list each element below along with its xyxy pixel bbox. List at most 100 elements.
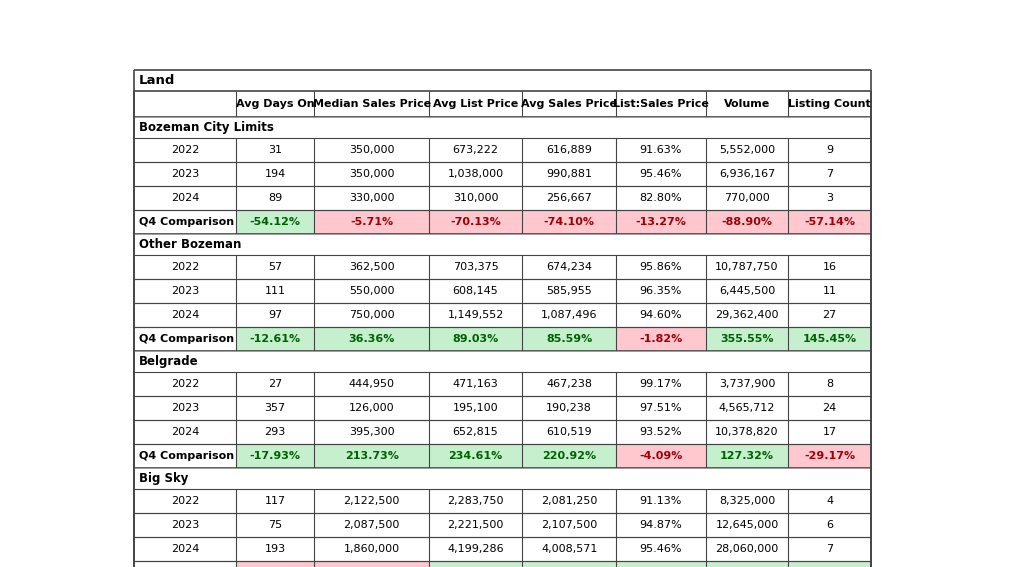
Bar <box>616 561 706 567</box>
Bar <box>236 210 314 234</box>
Bar <box>616 210 706 234</box>
Text: Listing Count: Listing Count <box>788 99 871 109</box>
Text: 145.45%: 145.45% <box>803 335 857 344</box>
Text: 126,000: 126,000 <box>349 403 394 413</box>
Bar <box>236 561 314 567</box>
Text: 29,362,400: 29,362,400 <box>715 310 779 320</box>
Bar <box>616 445 706 468</box>
Bar <box>706 561 788 567</box>
Text: 357: 357 <box>264 403 286 413</box>
Text: -57.14%: -57.14% <box>804 217 855 227</box>
Text: 127.32%: 127.32% <box>720 451 774 462</box>
Text: 28,060,000: 28,060,000 <box>716 544 778 555</box>
Text: 94.60%: 94.60% <box>640 310 682 320</box>
Text: 310,000: 310,000 <box>453 193 499 204</box>
Text: 350,000: 350,000 <box>349 170 394 179</box>
Text: 616,889: 616,889 <box>547 145 592 155</box>
Bar <box>522 561 616 567</box>
Bar <box>788 210 870 234</box>
Text: 2,122,500: 2,122,500 <box>343 496 399 506</box>
Text: Q4 Comparison: Q4 Comparison <box>139 451 234 462</box>
Text: 9: 9 <box>826 145 834 155</box>
Text: 293: 293 <box>264 428 286 437</box>
Bar <box>314 327 429 352</box>
Text: 195,100: 195,100 <box>453 403 499 413</box>
Text: 6,445,500: 6,445,500 <box>719 286 775 297</box>
Text: 2024: 2024 <box>171 310 200 320</box>
Text: 94.87%: 94.87% <box>640 521 682 530</box>
Text: 91.13%: 91.13% <box>640 496 682 506</box>
Bar <box>236 327 314 352</box>
Text: 2023: 2023 <box>171 170 200 179</box>
Text: 10,787,750: 10,787,750 <box>715 263 779 272</box>
Text: 36.36%: 36.36% <box>348 335 395 344</box>
Text: Big Sky: Big Sky <box>139 472 188 485</box>
Text: 57: 57 <box>268 263 283 272</box>
Text: Belgrade: Belgrade <box>139 356 199 369</box>
Text: 2023: 2023 <box>171 286 200 297</box>
Text: 3: 3 <box>826 193 834 204</box>
Text: 2,081,250: 2,081,250 <box>541 496 597 506</box>
Text: 97: 97 <box>268 310 283 320</box>
Text: Q4 Comparison: Q4 Comparison <box>139 217 234 227</box>
Text: Land: Land <box>139 74 175 87</box>
Text: List:Sales Price: List:Sales Price <box>613 99 709 109</box>
Text: 2022: 2022 <box>171 263 200 272</box>
Text: 444,950: 444,950 <box>348 379 394 390</box>
Text: 82.80%: 82.80% <box>640 193 682 204</box>
Text: 585,955: 585,955 <box>547 286 592 297</box>
Bar <box>429 327 522 352</box>
Bar <box>314 445 429 468</box>
Text: Bozeman City Limits: Bozeman City Limits <box>139 121 274 134</box>
Text: 610,519: 610,519 <box>547 428 592 437</box>
Text: 5,552,000: 5,552,000 <box>719 145 775 155</box>
Text: -1.82%: -1.82% <box>639 335 683 344</box>
Text: 355.55%: 355.55% <box>720 335 774 344</box>
Bar <box>706 210 788 234</box>
Text: 97.51%: 97.51% <box>640 403 682 413</box>
Text: 24: 24 <box>822 403 837 413</box>
Text: 193: 193 <box>264 544 286 555</box>
Bar <box>429 445 522 468</box>
Text: 703,375: 703,375 <box>453 263 499 272</box>
Text: 27: 27 <box>268 379 283 390</box>
Text: 95.86%: 95.86% <box>640 263 682 272</box>
Text: -70.13%: -70.13% <box>451 217 501 227</box>
Text: 2023: 2023 <box>171 521 200 530</box>
Text: -54.12%: -54.12% <box>250 217 301 227</box>
Text: 4,199,286: 4,199,286 <box>447 544 504 555</box>
Text: 467,238: 467,238 <box>546 379 592 390</box>
Text: 220.92%: 220.92% <box>542 451 596 462</box>
Text: 6,936,167: 6,936,167 <box>719 170 775 179</box>
Bar <box>236 445 314 468</box>
Bar <box>429 210 522 234</box>
Bar <box>429 561 522 567</box>
Text: 4: 4 <box>826 496 834 506</box>
Text: 213.73%: 213.73% <box>345 451 398 462</box>
Text: Avg Days On: Avg Days On <box>236 99 314 109</box>
Text: Q4 Comparison: Q4 Comparison <box>139 335 234 344</box>
Text: 89.03%: 89.03% <box>453 335 499 344</box>
Bar <box>788 445 870 468</box>
Text: 12,645,000: 12,645,000 <box>716 521 778 530</box>
Bar <box>788 561 870 567</box>
Text: 608,145: 608,145 <box>453 286 499 297</box>
Text: 2024: 2024 <box>171 428 200 437</box>
Text: 75: 75 <box>268 521 283 530</box>
Text: 1,038,000: 1,038,000 <box>447 170 504 179</box>
Text: 89: 89 <box>268 193 283 204</box>
Text: -12.61%: -12.61% <box>250 335 301 344</box>
Text: 350,000: 350,000 <box>349 145 394 155</box>
Text: Median Sales Price: Median Sales Price <box>312 99 431 109</box>
Text: -5.71%: -5.71% <box>350 217 393 227</box>
Text: 770,000: 770,000 <box>724 193 770 204</box>
Text: 1,087,496: 1,087,496 <box>541 310 597 320</box>
Text: 95.46%: 95.46% <box>640 544 682 555</box>
Text: 2022: 2022 <box>171 379 200 390</box>
Text: 362,500: 362,500 <box>349 263 394 272</box>
Text: 2023: 2023 <box>171 403 200 413</box>
Text: 85.59%: 85.59% <box>546 335 592 344</box>
Text: 4,008,571: 4,008,571 <box>541 544 597 555</box>
Text: 7: 7 <box>826 170 834 179</box>
Text: 673,222: 673,222 <box>453 145 499 155</box>
